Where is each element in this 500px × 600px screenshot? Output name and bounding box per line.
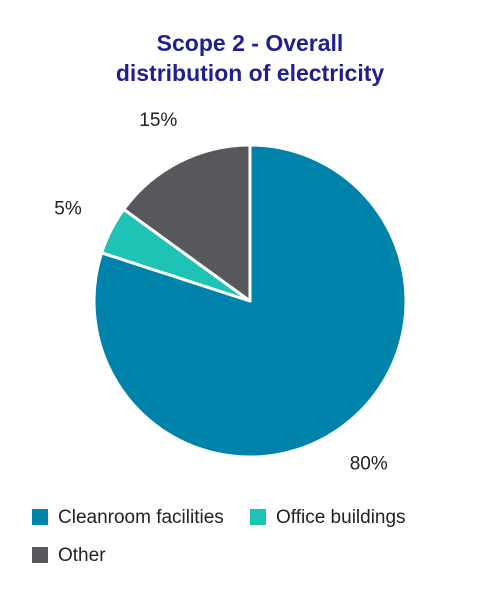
legend-label-office-buildings: Office buildings bbox=[276, 507, 406, 528]
chart-title-line-1: Scope 2 - Overall bbox=[156, 30, 344, 56]
legend-swatch-cleanroom-facilities bbox=[32, 508, 48, 525]
legend-item-office-buildings: Office buildings bbox=[250, 504, 406, 532]
legend-label-cleanroom-facilities: Cleanroom facilities bbox=[58, 507, 224, 528]
legend-swatch-office-buildings bbox=[250, 508, 266, 525]
legend-item-other: Other bbox=[32, 542, 106, 570]
chart-title-line-2: distribution of electricity bbox=[115, 60, 385, 86]
chart-title: Scope 2 - Overall distribution of electr… bbox=[0, 28, 500, 88]
legend-swatch-other bbox=[32, 546, 48, 563]
pie-slice-cleanroom-facilities bbox=[92, 143, 408, 459]
pie-slice-other bbox=[122, 143, 252, 303]
pie-labels: 80% 5% 15% bbox=[54, 110, 388, 474]
slice-label-office-buildings: 5% bbox=[54, 198, 82, 219]
slice-label-cleanroom-facilities: 80% bbox=[350, 453, 388, 474]
legend-item-cleanroom-facilities: Cleanroom facilities bbox=[32, 504, 246, 532]
pie-slices bbox=[92, 143, 408, 459]
slice-label-other: 15% bbox=[139, 110, 177, 131]
legend-label-other: Other bbox=[58, 545, 106, 566]
